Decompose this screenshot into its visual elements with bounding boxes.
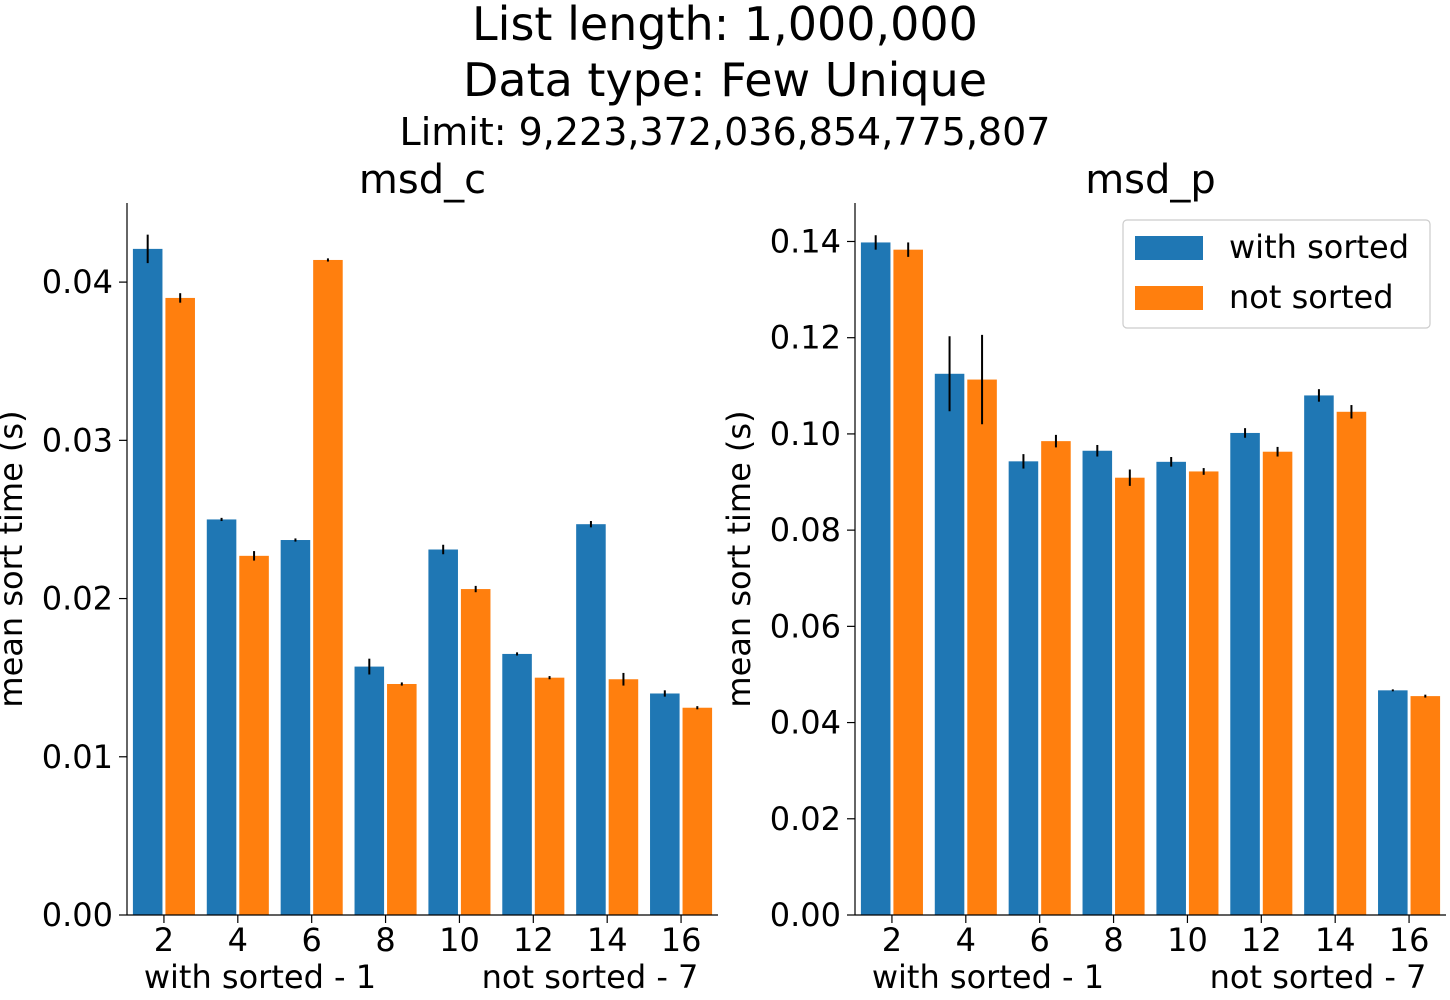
x-tick-label: 12 — [1241, 921, 1282, 959]
panel-title: msd_p — [1085, 157, 1216, 203]
bar-with-sorted — [934, 373, 965, 915]
x-tick-label: 10 — [439, 921, 480, 959]
y-tick-label: 0.03 — [42, 421, 113, 459]
y-tick-label: 0.10 — [770, 415, 841, 453]
x-annotation-with-sorted: with sorted - 1 — [144, 958, 376, 996]
y-tick-label: 0.01 — [42, 738, 113, 776]
x-annotation-not-sorted: not sorted - 7 — [482, 958, 699, 996]
x-tick-label: 14 — [587, 921, 628, 959]
bar-with-sorted — [1304, 395, 1334, 915]
y-tick-label: 0.12 — [770, 319, 841, 357]
x-tick-label: 4 — [956, 921, 976, 959]
x-tick-label: 2 — [154, 921, 174, 959]
figure-title-line-2: Data type: Few Unique — [463, 53, 987, 107]
x-tick-label: 8 — [375, 921, 395, 959]
legend-label: with sorted — [1229, 228, 1409, 266]
x-tick-label: 16 — [1389, 921, 1430, 959]
bar-not-sorted — [460, 589, 491, 915]
bar-not-sorted — [682, 707, 713, 915]
figure-title-line-3: Limit: 9,223,372,036,854,775,807 — [400, 110, 1051, 154]
bar-with-sorted — [1082, 450, 1113, 915]
panel-title: msd_c — [359, 157, 486, 203]
x-tick-label: 14 — [1315, 921, 1356, 959]
x-tick-label: 6 — [302, 921, 322, 959]
y-tick-label: 0.00 — [770, 896, 841, 934]
bar-not-sorted — [1262, 451, 1293, 915]
bar-with-sorted — [132, 248, 163, 915]
bar-with-sorted — [502, 653, 532, 915]
bar-not-sorted — [1041, 441, 1071, 915]
legend-label: not sorted — [1229, 278, 1394, 316]
bar-not-sorted — [313, 259, 343, 916]
bar-with-sorted — [428, 549, 458, 915]
legend-swatch — [1135, 236, 1203, 260]
x-tick-label: 12 — [513, 921, 554, 959]
y-tick-label: 0.02 — [42, 580, 113, 618]
bar-with-sorted — [860, 242, 891, 915]
y-axis-label: mean sort time (s) — [720, 410, 758, 707]
legend-swatch — [1135, 286, 1203, 310]
bar-not-sorted — [165, 297, 195, 915]
x-tick-label: 4 — [228, 921, 248, 959]
x-tick-label: 6 — [1030, 921, 1050, 959]
y-tick-label: 0.00 — [42, 896, 113, 934]
bar-not-sorted — [1410, 696, 1441, 915]
x-tick-label: 8 — [1103, 921, 1123, 959]
bar-not-sorted — [1188, 471, 1219, 915]
x-annotation-with-sorted: with sorted - 1 — [872, 958, 1104, 996]
bar-with-sorted — [1008, 461, 1039, 915]
x-annotation-not-sorted: not sorted - 7 — [1210, 958, 1427, 996]
y-tick-label: 0.04 — [42, 263, 113, 301]
y-tick-label: 0.06 — [770, 607, 841, 645]
bar-with-sorted — [280, 540, 311, 915]
x-tick-label: 2 — [882, 921, 902, 959]
bar-not-sorted — [1336, 411, 1367, 915]
bar-not-sorted — [967, 379, 997, 915]
y-tick-label: 0.08 — [770, 511, 841, 549]
y-tick-label: 0.02 — [770, 800, 841, 838]
bar-with-sorted — [1156, 461, 1186, 915]
bar-not-sorted — [534, 677, 565, 915]
bar-with-sorted — [1378, 690, 1408, 915]
y-tick-label: 0.04 — [770, 704, 841, 742]
bar-with-sorted — [1230, 432, 1260, 915]
bar-with-sorted — [354, 666, 385, 915]
bar-not-sorted — [387, 683, 417, 915]
bar-with-sorted — [206, 519, 237, 915]
bar-not-sorted — [239, 555, 269, 915]
figure-title-line-1: List length: 1,000,000 — [472, 0, 978, 51]
bar-not-sorted — [608, 679, 639, 915]
bar-not-sorted — [893, 249, 923, 916]
bar-not-sorted — [1115, 477, 1145, 915]
x-tick-label: 16 — [661, 921, 702, 959]
x-tick-label: 10 — [1167, 921, 1208, 959]
bar-with-sorted — [650, 693, 680, 915]
y-tick-label: 0.14 — [770, 222, 841, 260]
y-axis-label: mean sort time (s) — [0, 410, 30, 707]
bar-with-sorted — [576, 524, 606, 915]
